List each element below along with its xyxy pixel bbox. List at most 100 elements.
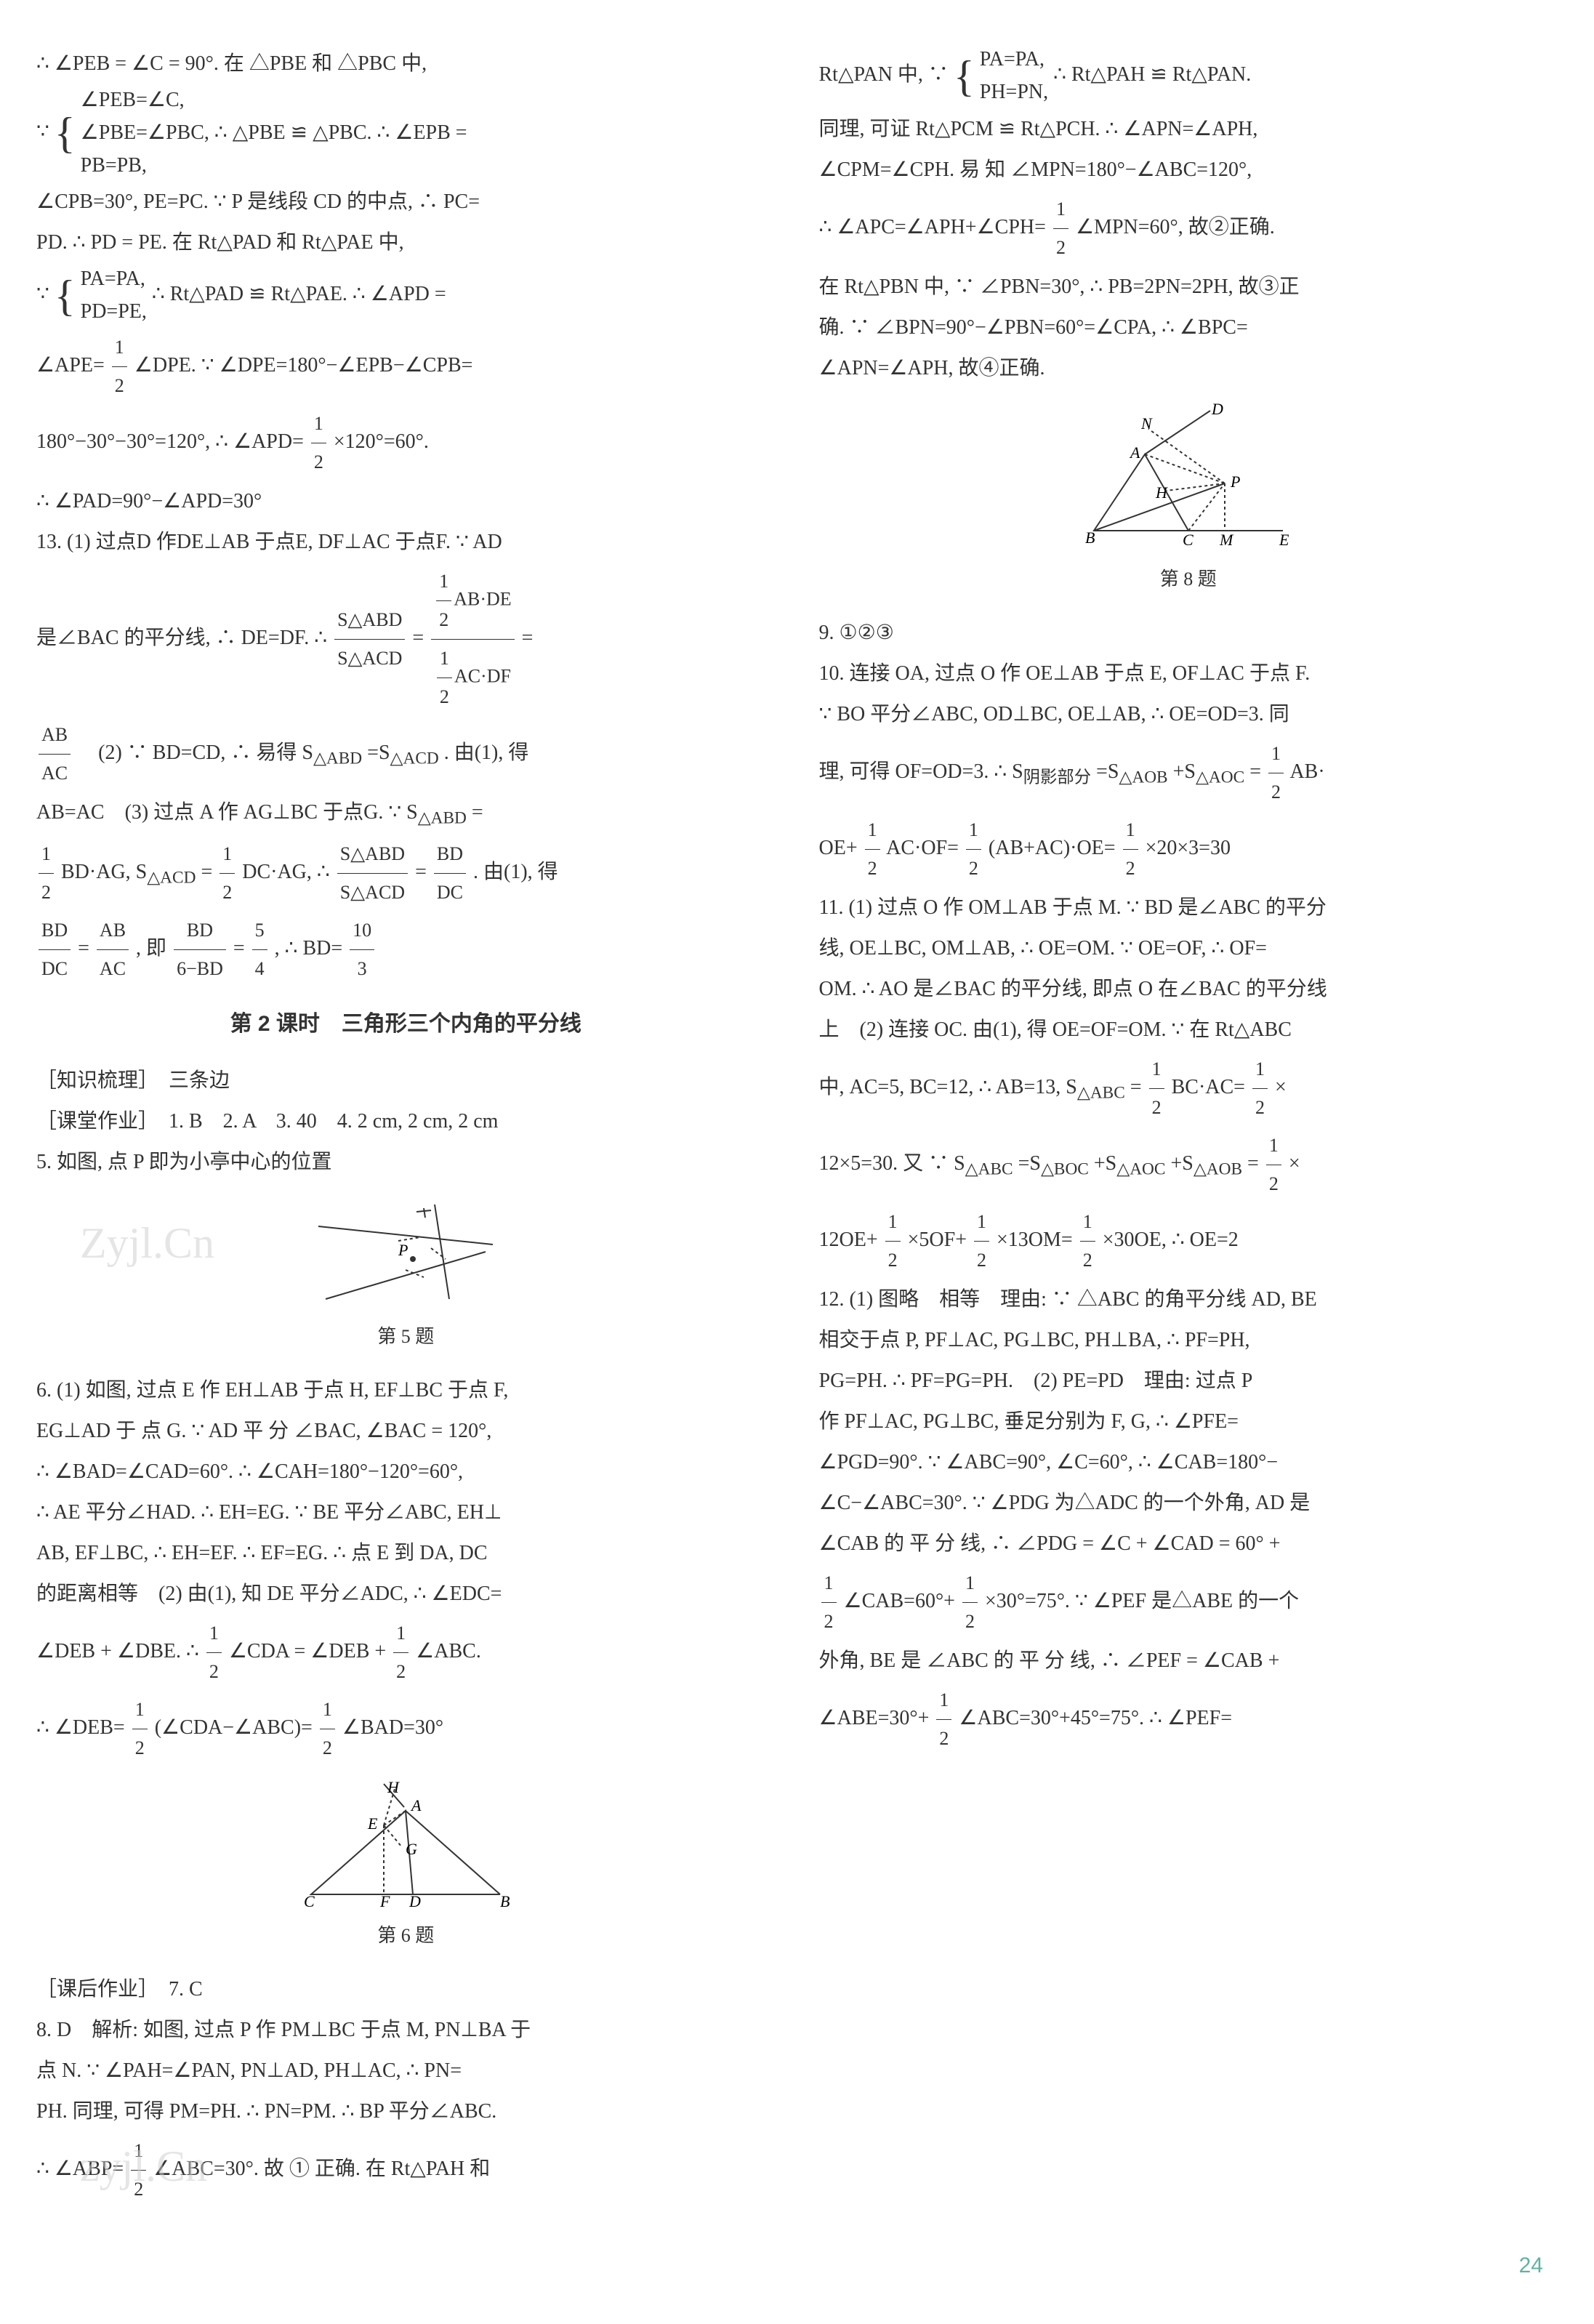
svg-text:C: C [304,1892,315,1910]
text: ∴ ∠PAD=90°−∠APD=30° [36,490,262,512]
fraction: 12 [966,811,981,888]
text: 中, AC=5, BC=12, ∴ AB=13, S [819,1076,1077,1098]
figure-8-svg: D N A P H B C M E [1072,403,1305,556]
text: 线, OE⊥BC, OM⊥AB, ∴ OE=OM. ∵ OE=OF, ∴ OF= [819,937,1267,960]
text: 12. (1) 图略 相等 理由: ∵ △ABC 的角平分线 AD, BE [819,1288,1317,1311]
text: ×5OF+ [908,1229,967,1251]
fraction: ABAC [39,716,71,792]
text: . 由(1), 得 [473,861,558,883]
text: PB=PB, [81,154,147,177]
text: OM. ∴ AO 是∠BAC 的平分线, 即点 O 在∠BAC 的平分线 [819,978,1327,1000]
text: ∠PGD=90°. ∵ ∠ABC=90°, ∠C=60°, ∴ ∠CAB=180… [819,1451,1279,1473]
text: BD·AG, S [61,861,147,883]
svg-text:E: E [1279,531,1289,549]
fraction: 12 [1080,1203,1095,1279]
text: ∴ AE 平分∠HAD. ∴ EH=EG. ∵ BE 平分∠ABC, EH⊥ [36,1501,502,1524]
text: ∠CAB=60°+ [844,1590,955,1612]
knowledge-label: ［知识梳理］ 三条边 [36,1069,230,1092]
fraction: 12 [974,1203,989,1279]
text: OE+ [819,837,858,859]
text: =S [1018,1152,1041,1175]
fraction: 12 [1149,1050,1164,1127]
fraction: 12 [112,329,127,405]
text: = [201,861,212,883]
text: ∠APN=∠APH, 故④正确. [819,357,1045,379]
text: (∠CDA−∠ABC)= [155,1716,313,1739]
svg-text:H: H [387,1782,400,1796]
text: =S [1096,760,1119,783]
text: ∠CAB 的 平 分 线, ∴ ∠PDG = ∠C + ∠CAD = 60° + [819,1532,1281,1555]
text: = [233,937,245,960]
svg-text:D: D [408,1892,421,1910]
text: ∠CPM=∠CPH. 易 知 ∠MPN=180°−∠ABC=120°, [819,158,1252,181]
fraction: ABAC [97,912,129,988]
figure-5-svg: P [304,1197,507,1314]
text: PD=PE, [81,300,147,323]
fraction: 12 [1053,190,1068,267]
text: AC·OF= [886,837,959,859]
text: ∴ ∠PEB = ∠C = 90°. 在 △PBE 和 △PBC 中, [36,52,427,75]
text: 180°−30°−30°=120°, ∴ ∠APD= [36,430,304,453]
figure-6-svg: H A E G C F D B [289,1782,522,1913]
page-content: ∴ ∠PEB = ∠C = 90°. 在 △PBE 和 △PBC 中, ∵ { … [36,44,1558,2224]
text: ×20×3=30 [1146,837,1231,859]
text: , 即 [136,937,166,960]
text: PH. 同理, 可得 PM=PH. ∴ PN=PM. ∴ BP 平分∠ABC. [36,2100,496,2123]
text: ∠APE= [36,354,105,377]
fraction: 54 [252,912,267,988]
svg-text:C: C [1183,531,1194,549]
text: = [1249,760,1261,783]
text: 11. (1) 过点 O 作 OM⊥AB 于点 M. ∵ BD 是∠ABC 的平… [819,896,1327,919]
homework-label: ［课后作业］ 7. C [36,1978,203,2001]
text: PH=PN, [980,81,1048,103]
svg-text:D: D [1211,403,1223,418]
fraction: BD6−BD [174,912,226,988]
text: 10. 连接 OA, 过点 O 作 OE⊥AB 于点 E, OF⊥AC 于点 F… [819,662,1311,685]
svg-text:G: G [406,1840,417,1858]
text: ×30OE, ∴ OE=2 [1103,1229,1239,1251]
classwork-label: ［课堂作业］ 1. B 2. A 3. 40 4. 2 cm, 2 cm, 2 … [36,1110,498,1133]
fraction: S△ABDS△ACD [337,835,408,912]
text: =S [367,741,390,764]
svg-text:P: P [1230,473,1240,491]
text: 同理, 可证 Rt△PCM ≌ Rt△PCH. ∴ ∠APN=∠APH, [819,118,1258,140]
page-number: 24 [1519,2244,1543,2288]
text: ∠ABC. [416,1640,481,1662]
text: PA=PA, [81,268,145,290]
text: +S [1173,760,1196,783]
fraction: 12 [1268,735,1284,811]
text: = [1247,1152,1259,1175]
fraction: 12 [1266,1127,1281,1203]
brace-symbol: { [55,122,76,144]
text: ∠ABC=30°+45°=75°. ∴ ∠PEF= [959,1707,1232,1729]
svg-text:F: F [379,1892,390,1910]
text: 作 PF⊥AC, PG⊥BC, 垂足分别为 F, G, ∴ ∠PFE= [819,1410,1239,1433]
text: = [78,937,89,960]
svg-text:E: E [367,1814,378,1833]
fraction: 12 [1123,811,1138,888]
text: 8. D 解析: 如图, 过点 P 作 PM⊥BC 于点 M, PN⊥BA 于 [36,2019,531,2041]
text: × [1289,1152,1300,1175]
fraction: 12 [1252,1050,1268,1127]
fraction: 12 [936,1681,951,1758]
svg-text:B: B [1085,528,1095,547]
text: ∴ ∠ABP= [36,2158,124,2180]
text: ∠C−∠ABC=30°. ∵ ∠PDG 为△ADC 的一个外角, AD 是 [819,1492,1311,1514]
svg-text:B: B [500,1892,510,1910]
fraction: S△ABDS△ACD [334,601,405,678]
figure-5: P 第 5 题 [36,1197,776,1356]
text: PA=PA, [980,48,1044,71]
text: ∠DPE. ∵ ∠DPE=180°−∠EPB−∠CPB= [134,354,473,377]
svg-text:H: H [1155,483,1168,502]
fraction: 12 [131,2132,146,2208]
fraction: BDDC [39,912,71,988]
svg-text:N: N [1140,414,1153,433]
text: = [1130,1076,1142,1098]
figure-8: D N A P H B C M E 第 8 题 [819,403,1558,598]
text: 点 N. ∵ ∠PAH=∠PAN, PN⊥AD, PH⊥AC, ∴ PN= [36,2059,462,2082]
text: ∠ABC=30°. 故 ① 正确. 在 Rt△PAH 和 [153,2158,490,2180]
text: 理, 可得 OF=OD=3. ∴ S [819,760,1023,783]
fraction: 12AB·DE12AC·DF [431,563,514,716]
fraction: 12 [206,1615,222,1691]
text: ∴ ∠DEB= [36,1716,125,1739]
